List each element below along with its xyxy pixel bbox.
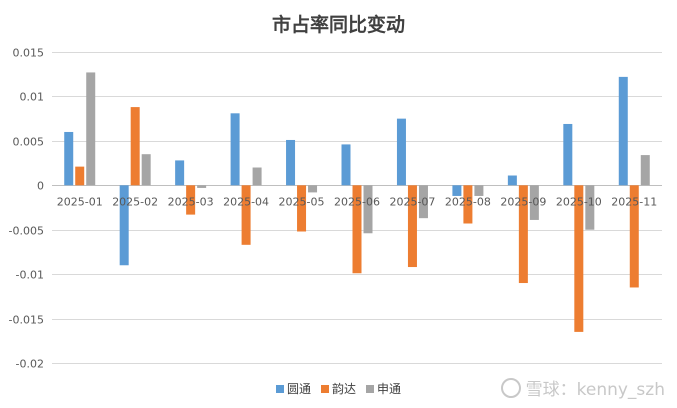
bar-申通-2025-05 <box>308 185 318 193</box>
bar-韵达-2025-11 <box>629 185 639 288</box>
bar-圆通-2025-03 <box>175 160 185 186</box>
bar-韵达-2025-02 <box>130 107 140 186</box>
x-tick-label-2025-10: 2025-10 <box>556 195 602 208</box>
watermark-text: 雪球：kenny_szh <box>525 380 665 400</box>
y-tick-label-0: 0.015 <box>13 47 45 60</box>
bar-圆通-2025-01 <box>64 131 74 186</box>
bar-韵达-2025-08 <box>463 185 473 224</box>
bar-申通-2025-08 <box>474 185 484 196</box>
bar-申通-2025-02 <box>141 154 151 186</box>
legend-entry-shentong: 申通 <box>366 380 401 397</box>
x-tick-label-2025-02: 2025-02 <box>112 195 158 208</box>
legend-label-yuantong: 圆通 <box>286 382 311 396</box>
x-tick-label-2025-05: 2025-05 <box>279 195 325 208</box>
y-tick-label-4: -0.005 <box>9 225 44 238</box>
x-tick-label-2025-06: 2025-06 <box>334 195 380 208</box>
watermark: 雪球：kenny_szh <box>500 375 665 400</box>
y-tick-label-2: 0.005 <box>13 136 45 149</box>
legend-entry-yunda: 韵达 <box>320 380 356 397</box>
bar-韵达-2025-01 <box>75 166 85 186</box>
legend-label-shentong: 申通 <box>377 382 402 396</box>
y-tick-label-3: 0 <box>37 180 44 193</box>
x-tick-label-2025-08: 2025-08 <box>445 195 491 208</box>
bar-圆通-2025-05 <box>286 139 296 186</box>
bar-圆通-2025-11 <box>618 76 628 186</box>
bar-圆通-2025-10 <box>563 123 573 186</box>
bar-韵达-2025-10 <box>574 185 584 332</box>
bar-圆通-2025-07 <box>396 118 406 186</box>
x-tick-label-2025-09: 2025-09 <box>500 195 546 208</box>
legend-swatch-shentong <box>366 384 374 393</box>
legend-swatch-yunda <box>320 384 329 393</box>
y-tick-label-1: 0.01 <box>20 91 45 104</box>
y-tick-label-6: -0.015 <box>9 314 44 327</box>
bar-申通-2025-10 <box>585 185 595 230</box>
bar-韵达-2025-05 <box>297 185 307 232</box>
y-tick-label-7: -0.02 <box>16 358 44 371</box>
y-tick-label-5: -0.01 <box>16 269 44 282</box>
x-tick-label-2025-04: 2025-04 <box>223 195 269 208</box>
x-tick-label-2025-07: 2025-07 <box>389 195 435 208</box>
bar-韵达-2025-09 <box>518 185 528 284</box>
bar-韵达-2025-07 <box>407 185 417 268</box>
bar-申通-2025-03 <box>197 185 207 188</box>
bar-申通-2025-04 <box>252 167 262 186</box>
bar-韵达-2025-03 <box>186 185 196 215</box>
legend-swatch-yuantong <box>275 384 284 393</box>
x-tick-label-2025-03: 2025-03 <box>168 195 214 208</box>
bar-申通-2025-06 <box>363 185 373 234</box>
bar-圆通-2025-08 <box>452 185 462 196</box>
bar-申通-2025-07 <box>418 185 428 219</box>
chart-legend: 圆通 韵达 申通 <box>0 380 677 397</box>
chart-title: 市占率同比变动 <box>271 14 405 36</box>
x-tick-label-2025-11: 2025-11 <box>611 195 657 208</box>
bar-申通-2025-09 <box>529 185 539 220</box>
snowball-logo-icon <box>500 377 521 398</box>
bar-韵达-2025-06 <box>352 185 362 274</box>
bar-申通-2025-11 <box>640 155 650 186</box>
legend-label-yunda: 韵达 <box>331 382 356 396</box>
bar-申通-2025-01 <box>86 72 96 186</box>
bar-韵达-2025-04 <box>241 185 251 245</box>
bar-圆通-2025-04 <box>230 113 240 186</box>
x-tick-label-2025-01: 2025-01 <box>57 195 103 208</box>
bar-圆通-2025-02 <box>119 185 129 266</box>
bar-圆通-2025-09 <box>507 175 517 186</box>
bar-圆通-2025-06 <box>341 144 351 186</box>
legend-entry-yuantong: 圆通 <box>275 380 311 397</box>
